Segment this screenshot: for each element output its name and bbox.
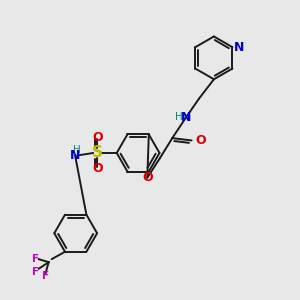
Text: S: S [92,146,103,160]
Text: N: N [234,41,244,54]
Text: O: O [142,171,153,184]
Text: N: N [70,149,80,162]
Text: O: O [195,134,206,147]
Text: F: F [42,272,49,281]
Text: O: O [92,131,103,144]
Text: H: H [73,145,80,155]
Text: F: F [32,267,39,277]
Text: N: N [181,111,191,124]
Text: O: O [92,162,103,175]
Text: H: H [175,112,183,122]
Text: F: F [32,254,39,264]
